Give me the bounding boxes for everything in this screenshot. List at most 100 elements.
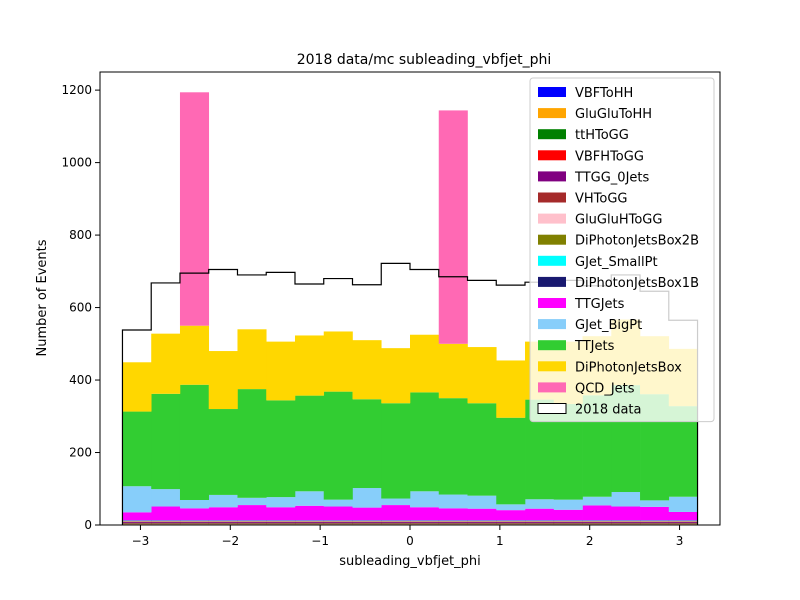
legend-swatch-glugluhtogg xyxy=(538,213,566,224)
bar-gjet-bigpt-13 xyxy=(496,504,526,511)
bar-ttgg-0jets-13 xyxy=(496,522,526,524)
x-tick-label: −3 xyxy=(132,534,150,548)
bar-qcd-jets-2 xyxy=(179,92,210,326)
legend-swatch-gluglutohh xyxy=(538,108,566,119)
legend-label-glugluhtogg: GluGluHToGG xyxy=(575,213,662,228)
bar-ttgg-0jets-11 xyxy=(438,522,468,524)
bar-ttgjets-14 xyxy=(525,508,555,521)
bar-diphotonjetsbox-4 xyxy=(237,329,267,390)
bar-gjet-bigpt-10 xyxy=(410,491,440,508)
bar-ttgg-0jets-17 xyxy=(611,522,641,524)
bar-ttgg-0jets-8 xyxy=(352,522,382,524)
legend-swatch-qcd-jets xyxy=(538,382,566,393)
bar-ttjets-1 xyxy=(151,393,181,490)
bar-ttgjets-5 xyxy=(266,507,296,521)
bar-diphotonjetsbox-1 xyxy=(151,333,181,394)
bar-ttjets-4 xyxy=(237,389,267,498)
bar-gjet-bigpt-9 xyxy=(381,498,411,506)
y-tick-label: 200 xyxy=(69,446,92,460)
bar-gjet-bigpt-11 xyxy=(438,494,468,509)
bar-gjet-bigpt-14 xyxy=(525,499,555,509)
bar-ttgg-0jets-5 xyxy=(266,522,296,524)
legend-swatch-diphotonjetsbox1b xyxy=(538,276,566,287)
x-tick-label: 0 xyxy=(406,534,414,548)
legend-swatch-vhtogg xyxy=(538,192,566,203)
bar-diphotonjetsbox-10 xyxy=(410,334,440,393)
bar-gjet-bigpt-8 xyxy=(352,488,382,508)
bar-ttjets-2 xyxy=(179,384,210,500)
bar-gjet-bigpt-3 xyxy=(208,494,238,508)
bar-ttgg-0jets-19 xyxy=(668,522,698,524)
bar-ttgjets-6 xyxy=(294,505,325,521)
y-tick-label: 0 xyxy=(84,518,92,532)
bar-diphotonjetsbox-9 xyxy=(381,348,411,404)
bar-ttgg-0jets-2 xyxy=(179,522,210,524)
bar-ttgjets-9 xyxy=(381,505,411,521)
legend-swatch-ttgg-0jets xyxy=(538,171,566,182)
legend-swatch-ttgjets xyxy=(538,298,566,308)
x-axis-label: subleading_vbfjet_phi xyxy=(339,554,481,569)
bar-ttgg-0jets-16 xyxy=(582,522,612,524)
bar-ttgg-0jets-1 xyxy=(151,522,181,524)
bar-ttgjets-19 xyxy=(668,511,698,521)
bar-diphotonjetsbox-3 xyxy=(208,351,238,410)
bar-ttgjets-2 xyxy=(179,508,210,521)
legend-label-vbfhtogg: VBFHToGG xyxy=(575,149,644,164)
bar-ttgg-0jets-9 xyxy=(381,522,411,524)
legend-label-diphotonjetsbox2b: DiPhotonJetsBox2B xyxy=(575,234,699,249)
x-axis-ticks: −3 −2 −1 0 1 2 3 xyxy=(132,525,683,548)
bar-gjet-bigpt-2 xyxy=(179,499,210,509)
legend-swatch-gjet-bigpt xyxy=(538,319,566,330)
bar-diphotonjetsbox-12 xyxy=(467,347,497,404)
bar-qcd-jets-11 xyxy=(438,110,468,344)
bar-ttgg-0jets-7 xyxy=(323,522,353,524)
legend-label-vbftohh: VBFToHH xyxy=(575,86,633,101)
bar-ttgjets-18 xyxy=(640,506,670,521)
bar-diphotonjetsbox-7 xyxy=(323,331,353,392)
bar-ttjets-11 xyxy=(438,398,468,495)
legend-label-ttgg-0jets: TTGG_0Jets xyxy=(574,170,650,185)
bar-ttjets-7 xyxy=(323,391,353,500)
bar-gjet-bigpt-15 xyxy=(553,499,583,510)
bar-gjet-bigpt-4 xyxy=(237,497,267,506)
legend-swatch-ttjets xyxy=(538,340,566,351)
bar-ttjets-13 xyxy=(496,417,526,505)
bar-ttgg-0jets-10 xyxy=(410,522,440,524)
legend-label-2018-data: 2018 data xyxy=(575,403,642,418)
bar-ttgjets-12 xyxy=(467,508,497,521)
bar-ttgjets-17 xyxy=(611,506,641,521)
bar-diphotonjetsbox-13 xyxy=(496,360,526,418)
bar-ttgjets-0 xyxy=(122,512,152,521)
bar-ttgg-0jets-6 xyxy=(294,522,325,524)
bar-diphotonjetsbox-11 xyxy=(438,343,468,399)
bar-ttgg-0jets-14 xyxy=(525,522,555,524)
y-tick-label: 1200 xyxy=(61,83,92,97)
legend-swatch-vbfhtogg xyxy=(538,150,566,161)
bar-gjet-bigpt-7 xyxy=(323,499,353,507)
bar-ttgg-0jets-18 xyxy=(640,522,670,524)
legend-label-diphotonjetsbox: DiPhotonJetsBox xyxy=(575,360,682,375)
legend-swatch-tthtogg xyxy=(538,129,566,140)
x-tick-label: −2 xyxy=(221,534,239,548)
x-tick-label: 2 xyxy=(586,534,594,548)
legend-label-diphotonjetsbox1b: DiPhotonJetsBox1B xyxy=(575,276,699,291)
x-tick-label: 1 xyxy=(496,534,504,548)
y-tick-label: 400 xyxy=(69,373,92,387)
bar-gjet-bigpt-1 xyxy=(151,489,181,507)
bar-gjet-bigpt-12 xyxy=(467,495,497,509)
bar-ttgg-0jets-4 xyxy=(237,522,267,524)
y-tick-label: 600 xyxy=(69,301,92,315)
bar-ttjets-8 xyxy=(352,399,382,489)
bar-gjet-bigpt-0 xyxy=(122,486,152,513)
bar-gjet-bigpt-6 xyxy=(294,491,325,506)
bar-diphotonjetsbox-0 xyxy=(122,362,152,412)
legend-label-vhtogg: VHToGG xyxy=(575,192,628,207)
legend-label-ttgjets: TTGJets xyxy=(574,297,625,312)
bar-gjet-bigpt-16 xyxy=(582,496,612,506)
bar-ttjets-10 xyxy=(410,392,440,492)
bar-ttgjets-16 xyxy=(582,505,612,521)
x-tick-label: −1 xyxy=(311,534,329,548)
y-axis-label: Number of Events xyxy=(35,239,50,356)
bar-ttgjets-7 xyxy=(323,506,353,521)
legend-label-gjet-bigpt: GJet_BigPt xyxy=(575,318,642,333)
